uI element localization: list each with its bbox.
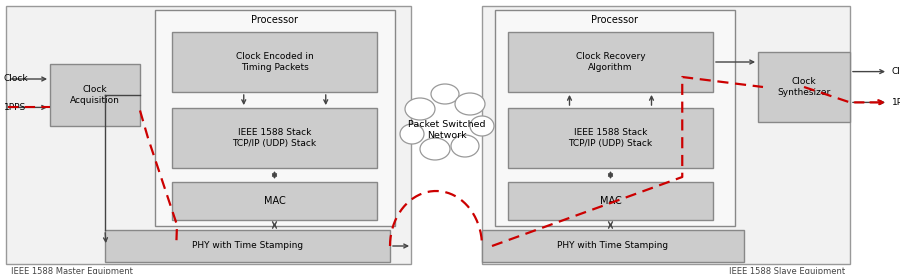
- Bar: [482, 230, 744, 262]
- Bar: [508, 108, 713, 168]
- Text: IEEE 1588 Stack
TCP/IP (UDP) Stack: IEEE 1588 Stack TCP/IP (UDP) Stack: [569, 128, 652, 148]
- Bar: [155, 10, 395, 226]
- Text: MAC: MAC: [599, 196, 621, 206]
- Text: Processor: Processor: [591, 15, 638, 25]
- Text: Processor: Processor: [251, 15, 299, 25]
- Text: 1PPS: 1PPS: [4, 103, 26, 112]
- Ellipse shape: [470, 116, 494, 136]
- Bar: [758, 52, 850, 122]
- Bar: [508, 182, 713, 220]
- Bar: [172, 32, 377, 92]
- Bar: [50, 64, 140, 126]
- Text: Packet Switched
Network: Packet Switched Network: [409, 120, 486, 140]
- Text: IEEE 1588 Master Equipment: IEEE 1588 Master Equipment: [11, 267, 133, 274]
- Text: Clock: Clock: [4, 75, 29, 84]
- Text: Clock
Synthesizer: Clock Synthesizer: [778, 77, 831, 97]
- Bar: [508, 32, 713, 92]
- Ellipse shape: [431, 84, 459, 104]
- Ellipse shape: [455, 93, 485, 115]
- Text: PHY with Time Stamping: PHY with Time Stamping: [557, 241, 669, 250]
- Bar: [6, 6, 411, 264]
- Text: Clock
Acquisition: Clock Acquisition: [70, 85, 120, 105]
- Bar: [482, 6, 850, 264]
- Text: MAC: MAC: [264, 196, 285, 206]
- Bar: [172, 182, 377, 220]
- Bar: [172, 108, 377, 168]
- Text: IEEE 1588 Stack
TCP/IP (UDP) Stack: IEEE 1588 Stack TCP/IP (UDP) Stack: [232, 128, 317, 148]
- Text: IEEE 1588 Slave Equipment: IEEE 1588 Slave Equipment: [729, 267, 845, 274]
- Bar: [105, 230, 390, 262]
- Text: Clock Encoded in
Timing Packets: Clock Encoded in Timing Packets: [236, 52, 313, 72]
- Ellipse shape: [451, 135, 479, 157]
- Text: PHY with Time Stamping: PHY with Time Stamping: [192, 241, 303, 250]
- Text: Clock Recovery
Algorithm: Clock Recovery Algorithm: [576, 52, 645, 72]
- Text: Clock: Clock: [892, 67, 900, 76]
- Bar: [495, 10, 735, 226]
- Text: 1PPS: 1PPS: [892, 98, 900, 107]
- Ellipse shape: [420, 138, 450, 160]
- Ellipse shape: [400, 124, 424, 144]
- Ellipse shape: [405, 98, 435, 120]
